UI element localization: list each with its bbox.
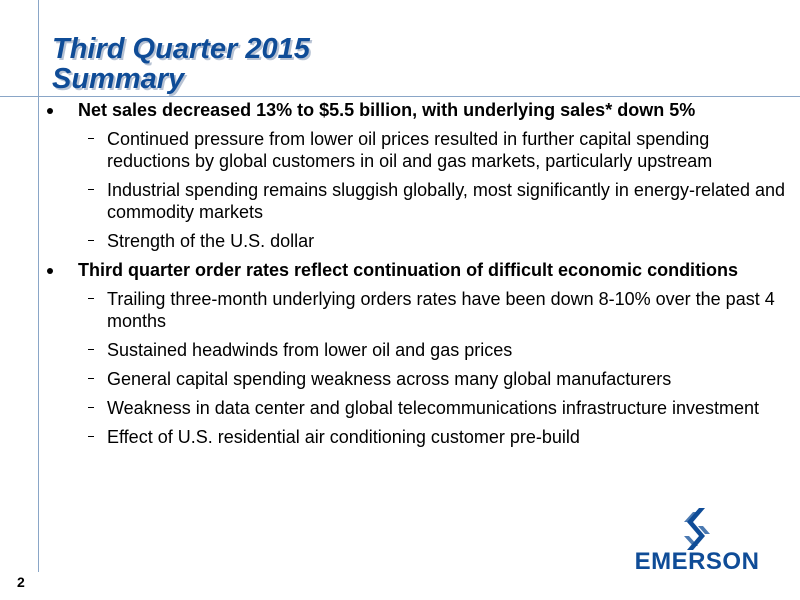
sub-item: Strength of the U.S. dollar [0, 230, 800, 252]
dash-icon [88, 349, 94, 350]
sub-item: Industrial spending remains sluggish glo… [0, 179, 800, 223]
bullet-item: Net sales decreased 13% to $5.5 billion,… [0, 99, 800, 121]
bullet-text: Net sales decreased 13% to $5.5 billion,… [78, 100, 696, 120]
slide-content: Net sales decreased 13% to $5.5 billion,… [0, 99, 800, 448]
sub-item-text: Strength of the U.S. dollar [107, 231, 315, 251]
sub-item-text: Weakness in data center and global telec… [107, 398, 760, 418]
sub-item: Weakness in data center and global telec… [0, 397, 800, 419]
emerson-wordmark: EMERSON [634, 548, 760, 575]
emerson-logo: EMERSON [622, 508, 772, 574]
horizontal-rule [0, 96, 800, 97]
sub-item-text: Industrial spending remains sluggish glo… [107, 180, 786, 222]
dash-icon [88, 240, 94, 241]
sub-item-text: Continued pressure from lower oil prices… [107, 129, 713, 171]
bullet-dot-icon [47, 268, 53, 274]
sub-item: Effect of U.S. residential air condition… [0, 426, 800, 448]
vertical-rule [38, 0, 39, 572]
title-line-2: Summary [52, 63, 185, 95]
sub-item: Trailing three-month underlying orders r… [0, 288, 800, 332]
sub-item: General capital spending weakness across… [0, 368, 800, 390]
dash-icon [88, 378, 94, 379]
emerson-logo-icon [684, 508, 710, 550]
bullet-text: Third quarter order rates reflect contin… [78, 260, 739, 280]
dash-icon [88, 189, 94, 190]
page-title: Third Quarter 2015 Summary [52, 34, 310, 94]
sub-item-text: General capital spending weakness across… [107, 369, 672, 389]
page-number: 2 [17, 574, 25, 590]
dash-icon [88, 436, 94, 437]
title-line-1: Third Quarter 2015 [52, 33, 310, 65]
bullet-dot-icon [47, 108, 53, 114]
sub-item-text: Sustained headwinds from lower oil and g… [107, 340, 513, 360]
sub-item-text: Trailing three-month underlying orders r… [107, 289, 775, 331]
sub-item: Sustained headwinds from lower oil and g… [0, 339, 800, 361]
bullet-item: Third quarter order rates reflect contin… [0, 259, 800, 281]
sub-item: Continued pressure from lower oil prices… [0, 128, 800, 172]
dash-icon [88, 138, 94, 139]
dash-icon [88, 407, 94, 408]
sub-item-text: Effect of U.S. residential air condition… [107, 427, 580, 447]
dash-icon [88, 298, 94, 299]
